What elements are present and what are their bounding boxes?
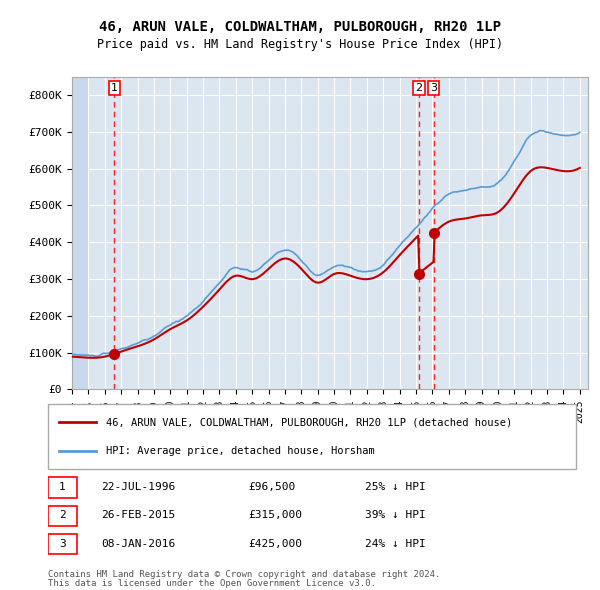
Text: 2: 2 xyxy=(415,83,422,93)
Text: 1: 1 xyxy=(59,482,65,492)
Text: Contains HM Land Registry data © Crown copyright and database right 2024.: Contains HM Land Registry data © Crown c… xyxy=(48,570,440,579)
Bar xyxy=(72,77,88,389)
Text: Price paid vs. HM Land Registry's House Price Index (HPI): Price paid vs. HM Land Registry's House … xyxy=(97,38,503,51)
Text: 08-JAN-2016: 08-JAN-2016 xyxy=(101,539,175,549)
Text: 3: 3 xyxy=(430,83,437,93)
Text: 25% ↓ HPI: 25% ↓ HPI xyxy=(365,482,425,492)
FancyBboxPatch shape xyxy=(48,477,77,498)
Text: 24% ↓ HPI: 24% ↓ HPI xyxy=(365,539,425,549)
Text: 22-JUL-1996: 22-JUL-1996 xyxy=(101,482,175,492)
Text: 1: 1 xyxy=(111,83,118,93)
FancyBboxPatch shape xyxy=(48,404,576,469)
Text: £96,500: £96,500 xyxy=(248,482,296,492)
Text: HPI: Average price, detached house, Horsham: HPI: Average price, detached house, Hors… xyxy=(106,446,375,456)
Text: 39% ↓ HPI: 39% ↓ HPI xyxy=(365,510,425,520)
Text: £425,000: £425,000 xyxy=(248,539,302,549)
Text: 26-FEB-2015: 26-FEB-2015 xyxy=(101,510,175,520)
Text: 3: 3 xyxy=(59,539,65,549)
Text: This data is licensed under the Open Government Licence v3.0.: This data is licensed under the Open Gov… xyxy=(48,579,376,588)
Text: 2: 2 xyxy=(59,510,65,520)
Text: 46, ARUN VALE, COLDWALTHAM, PULBOROUGH, RH20 1LP: 46, ARUN VALE, COLDWALTHAM, PULBOROUGH, … xyxy=(99,19,501,34)
FancyBboxPatch shape xyxy=(48,534,77,555)
Text: 46, ARUN VALE, COLDWALTHAM, PULBOROUGH, RH20 1LP (detached house): 46, ARUN VALE, COLDWALTHAM, PULBOROUGH, … xyxy=(106,417,512,427)
Text: £315,000: £315,000 xyxy=(248,510,302,520)
FancyBboxPatch shape xyxy=(48,506,77,526)
